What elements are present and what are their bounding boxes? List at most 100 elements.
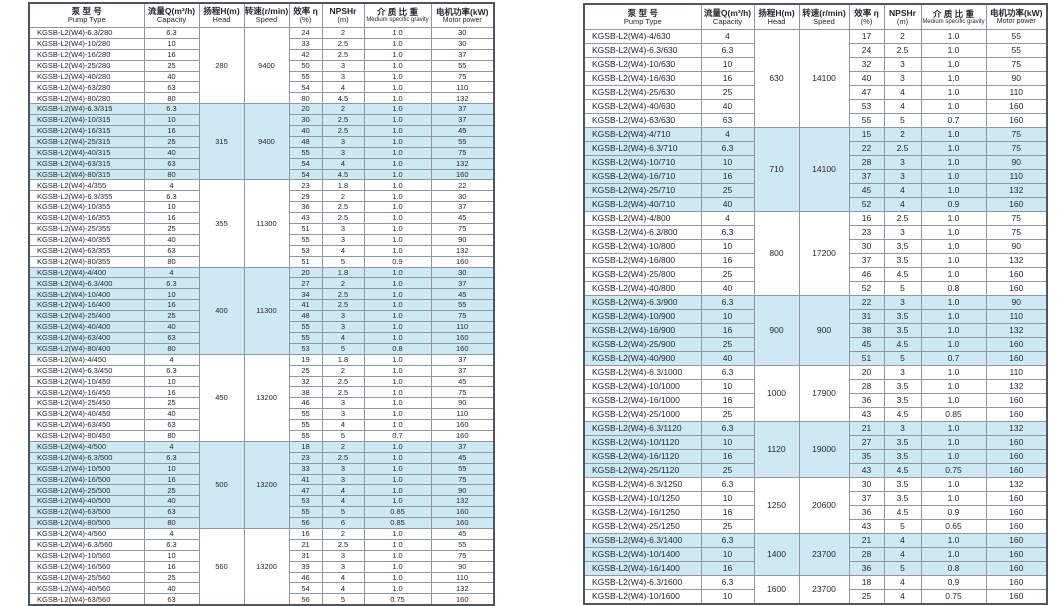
- gravity-cell: 1.0: [920, 393, 987, 408]
- motor-power-cell: 160: [985, 589, 1048, 605]
- col-header-capacity: 流量Q(m³/h) Capacity: [700, 3, 755, 30]
- col-header-zh: 介 质 比 重: [932, 8, 975, 19]
- pump-model-cell: KGSB-L2(W4)-6.3/1400: [583, 533, 702, 548]
- col-header-medium-specific-gravity: 介 质 比 重 Medium specific gravity: [920, 3, 987, 30]
- table-row: KGSB-L2(W4)-4/630 4 630 14100 17 2 1.0 55: [583, 29, 1048, 128]
- gravity-cell: 1.0: [920, 477, 987, 492]
- gravity-cell: 1.0: [363, 59, 432, 72]
- gravity-cell: 0.7: [920, 351, 987, 366]
- npshr-cell: 4: [883, 575, 922, 590]
- efficiency-cell: 51: [288, 223, 323, 235]
- col-header-speed: 转速(r/min) Speed: [243, 2, 290, 28]
- gravity-cell: 1.0: [363, 157, 432, 170]
- gravity-cell: 1.0: [920, 365, 987, 380]
- npshr-cell: 2.5: [321, 125, 365, 137]
- table-row: KGSB-L2(W4)-80/315 80 54 4.5 1.0 160: [28, 168, 495, 181]
- capacity-cell: 63: [143, 244, 200, 257]
- speed-cell: 13200: [243, 353, 290, 442]
- pump-table-right: 泵 型 号 Pump Type 流量Q(m³/h) Capacity 扬程H(m) Hea…: [583, 3, 1048, 605]
- pump-model-cell: KGSB-L2(W4)-10/450: [28, 375, 145, 388]
- col-header-en: Capacity: [156, 15, 187, 25]
- motor-power-cell: 160: [430, 168, 495, 181]
- capacity-cell: 16: [143, 473, 200, 486]
- table-row: KGSB-L2(W4)-63/315 63 54 4 1.0 132: [28, 157, 495, 170]
- col-header-zh: 效率 η: [293, 6, 318, 17]
- pump-model-cell: KGSB-L2(W4)-25/400: [28, 310, 145, 323]
- gravity-cell: 0.7: [363, 429, 432, 442]
- pump-model-cell: KGSB-L2(W4)-25/280: [28, 59, 145, 72]
- efficiency-cell: 40: [288, 125, 323, 137]
- gravity-cell: 1.0: [920, 85, 987, 100]
- motor-power-cell: 55: [430, 299, 495, 312]
- capacity-cell: 4: [143, 527, 200, 540]
- col-header-en: (%): [299, 15, 312, 25]
- table-row: KGSB-L2(W4)-4/355 4 355 11300 23 1.8 1.0 22: [28, 179, 495, 268]
- motor-power-cell: 160: [985, 337, 1048, 352]
- npshr-cell: 2: [321, 277, 365, 290]
- motor-power-cell: 75: [430, 223, 495, 235]
- npshr-cell: 3: [321, 59, 365, 72]
- capacity-cell: 63: [700, 113, 755, 128]
- gravity-cell: 0.8: [920, 561, 987, 576]
- motor-power-cell: 160: [430, 517, 495, 529]
- npshr-cell: 1.8: [321, 353, 365, 366]
- capacity-cell: 6.3: [700, 533, 755, 548]
- motor-power-cell: 160: [985, 99, 1048, 114]
- capacity-cell: 4: [700, 127, 755, 142]
- capacity-cell: 40: [143, 233, 200, 246]
- efficiency-cell: 31: [848, 309, 885, 324]
- efficiency-cell: 47: [288, 484, 323, 497]
- pump-model-cell: KGSB-L2(W4)-16/560: [28, 560, 145, 573]
- speed-cell: 17900: [798, 365, 850, 422]
- npshr-cell: 5: [883, 561, 922, 576]
- pump-model-cell: KGSB-L2(W4)-10/560: [28, 549, 145, 562]
- gravity-cell: 1.0: [920, 127, 987, 142]
- col-header-zh: 流量Q(m³/h): [147, 6, 196, 17]
- gravity-cell: 1.0: [920, 491, 987, 506]
- capacity-cell: 40: [143, 408, 200, 421]
- motor-power-cell: 160: [430, 419, 495, 431]
- motor-power-cell: 75: [430, 473, 495, 486]
- npshr-cell: 2.5: [321, 288, 365, 301]
- table-row: KGSB-L2(W4)-25/900 25 45 4.5 1.0 160: [583, 337, 1048, 352]
- capacity-cell: 6.3: [700, 43, 755, 58]
- motor-power-cell: 90: [985, 239, 1048, 254]
- table-row: KGSB-L2(W4)-6.3/1250 6.3 1250 20600 30 3.5 1.0…: [583, 477, 1048, 534]
- efficiency-cell: 30: [848, 477, 885, 492]
- col-header-pump-type: 泵 型 号 Pump Type: [583, 3, 702, 30]
- speed-cell: 11300: [243, 266, 290, 355]
- gravity-cell: 1.0: [920, 57, 987, 72]
- col-header-zh: 扬程H(m): [203, 6, 240, 17]
- motor-power-cell: 110: [985, 365, 1048, 380]
- npshr-cell: 3: [321, 473, 365, 486]
- capacity-cell: 16: [700, 393, 755, 408]
- efficiency-cell: 55: [288, 408, 323, 421]
- npshr-cell: 3.5: [883, 449, 922, 464]
- table-row: KGSB-L2(W4)-10/280 10 33 2.5 1.0 30: [28, 37, 495, 50]
- motor-power-cell: 110: [430, 81, 495, 94]
- efficiency-cell: 40: [848, 71, 885, 86]
- motor-power-cell: 132: [430, 582, 495, 595]
- motor-power-cell: 37: [430, 277, 495, 290]
- pump-model-cell: KGSB-L2(W4)-4/400: [28, 266, 145, 279]
- capacity-cell: 10: [700, 589, 755, 605]
- pump-model-cell: KGSB-L2(W4)-4/630: [583, 29, 702, 44]
- efficiency-cell: 43: [848, 463, 885, 478]
- npshr-cell: 4.5: [883, 505, 922, 520]
- head-cell: 450: [198, 353, 245, 442]
- col-header-efficiency: 效率 η (%): [288, 2, 323, 28]
- npshr-cell: 5: [321, 506, 365, 519]
- npshr-cell: 2.5: [321, 201, 365, 214]
- npshr-cell: 2: [321, 440, 365, 453]
- speed-cell: 13200: [243, 440, 290, 529]
- pump-model-cell: KGSB-L2(W4)-4/560: [28, 527, 145, 540]
- capacity-cell: 6.3: [143, 451, 200, 464]
- efficiency-cell: 15: [848, 127, 885, 142]
- npshr-cell: 3: [321, 223, 365, 235]
- table-row: KGSB-L2(W4)-40/400 40 55 3 1.0 110: [28, 321, 495, 333]
- gravity-cell: 1.0: [363, 92, 432, 105]
- gravity-cell: 0.75: [363, 593, 432, 606]
- efficiency-cell: 23: [288, 179, 323, 192]
- gravity-cell: 1.0: [363, 135, 432, 148]
- pump-model-cell: KGSB-L2(W4)-10/1000: [583, 379, 702, 394]
